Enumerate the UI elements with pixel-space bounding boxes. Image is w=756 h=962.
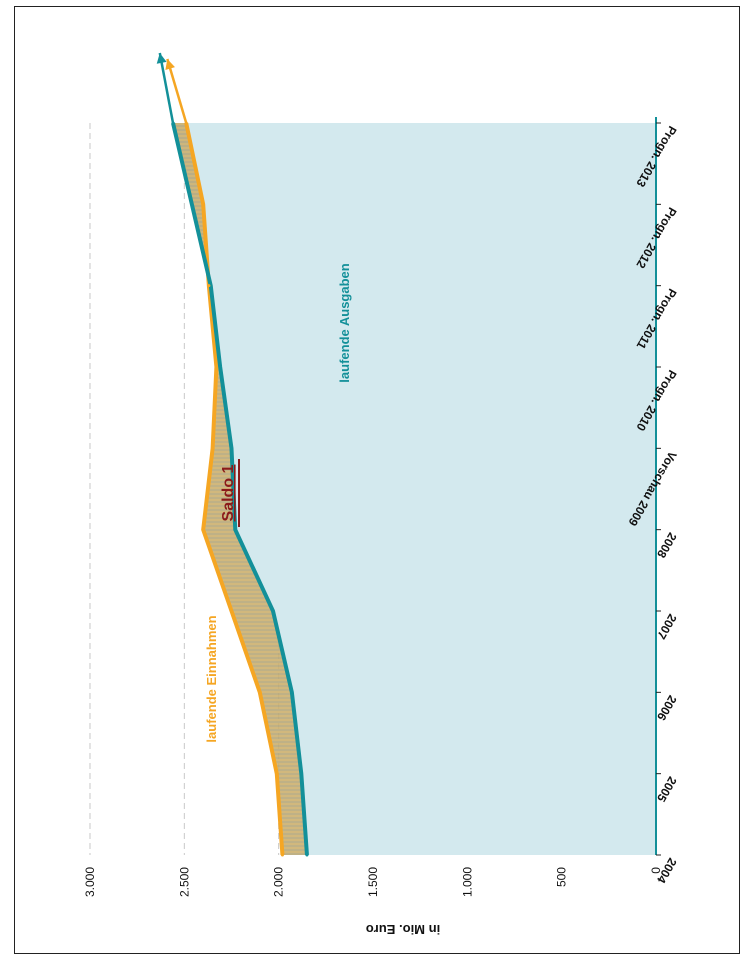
value-tick-label: 1.500	[366, 867, 380, 897]
ausgaben-arrow-shaft	[158, 52, 175, 124]
einnahmen-point	[280, 853, 284, 857]
einnahmen-point	[214, 365, 218, 369]
category-tick-label: 2005	[654, 774, 680, 804]
einnahmen-point	[211, 446, 215, 450]
einnahmen-point	[207, 284, 211, 288]
ausgaben-point	[233, 528, 237, 532]
einnahmen-arrow-head	[165, 59, 175, 71]
category-tick-label: 2008	[654, 530, 680, 560]
ausgaben-point	[190, 202, 194, 206]
category-tick-label: 2007	[654, 612, 680, 642]
ausgaben-arrow-head	[156, 53, 167, 64]
category-tick-label: 2006	[654, 693, 680, 723]
ausgaben-point	[229, 446, 233, 450]
value-tick-label: 1.000	[460, 867, 474, 897]
chart-frame: 2004 2005 2006 2007 2008 Vorschau 2009 Progn. …	[14, 6, 740, 954]
ausgaben-point	[290, 690, 294, 694]
ausgaben-label: laufende Ausgaben	[337, 263, 352, 382]
value-tick-label: 0	[649, 867, 663, 874]
einnahmen-point	[201, 528, 205, 532]
einnahmen-line	[184, 122, 285, 856]
einnahmen-point	[275, 772, 279, 776]
value-tick-label: 2.500	[177, 867, 191, 897]
ausgaben-line	[171, 122, 309, 856]
saldo-band	[173, 123, 307, 855]
ausgaben-point	[218, 365, 222, 369]
einnahmen-label: laufende Einnahmen	[204, 615, 219, 742]
einnahmen-point	[201, 202, 205, 206]
ausgaben-area	[173, 123, 656, 855]
value-tick-label: 2.000	[272, 867, 286, 897]
ausgaben-point	[299, 772, 303, 776]
saldo-annotation: Saldo 1	[220, 464, 237, 521]
value-tick-label: 3.000	[83, 867, 97, 897]
einnahmen-arrow-shaft	[166, 58, 188, 124]
ausgaben-point	[305, 853, 309, 857]
einnahmen-point	[258, 690, 262, 694]
y-axis-title: in Mio. Euro	[366, 922, 440, 937]
einnahmen-point	[229, 609, 233, 613]
ausgaben-point	[271, 609, 275, 613]
value-tick-label: 500	[555, 867, 569, 887]
